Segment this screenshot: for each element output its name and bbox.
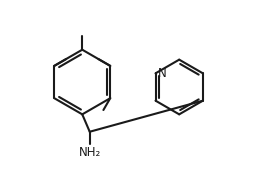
Text: NH₂: NH₂	[78, 146, 101, 159]
Text: N: N	[157, 67, 166, 80]
